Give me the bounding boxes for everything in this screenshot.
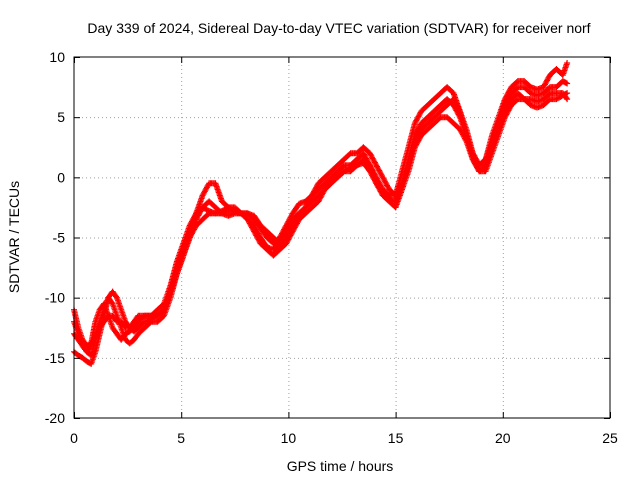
x-tick-label: 15 [388, 430, 404, 446]
y-tick-label: -15 [45, 350, 65, 366]
x-tick-label: 5 [177, 430, 185, 446]
data-point-marker [563, 94, 570, 101]
chart-title: Day 339 of 2024, Sidereal Day-to-day VTE… [87, 20, 590, 36]
y-tick-label: -5 [53, 230, 66, 246]
y-tick-label: -10 [45, 290, 65, 306]
data-point-marker [456, 112, 463, 119]
axis-ticks: 0 5 10 15 20 25 -20 -15 -10 -5 0 5 10 [45, 49, 618, 446]
y-tick-label: -20 [45, 410, 65, 426]
data-point-marker [564, 60, 571, 66]
x-tick-label: 25 [602, 430, 618, 446]
series-satellite-track-4 [71, 60, 571, 359]
y-axis-label: SDTVAR / TECUs [6, 181, 22, 293]
x-tick-label: 20 [495, 430, 511, 446]
data-points [71, 60, 571, 367]
y-tick-label: 5 [57, 109, 65, 125]
x-tick-label: 10 [281, 430, 297, 446]
y-tick-label: 10 [49, 49, 65, 65]
y-tick-label: 0 [57, 169, 65, 185]
data-point-marker [564, 80, 571, 87]
x-tick-label: 0 [70, 430, 78, 446]
x-axis-label: GPS time / hours [287, 458, 394, 474]
data-point-marker [564, 96, 571, 103]
